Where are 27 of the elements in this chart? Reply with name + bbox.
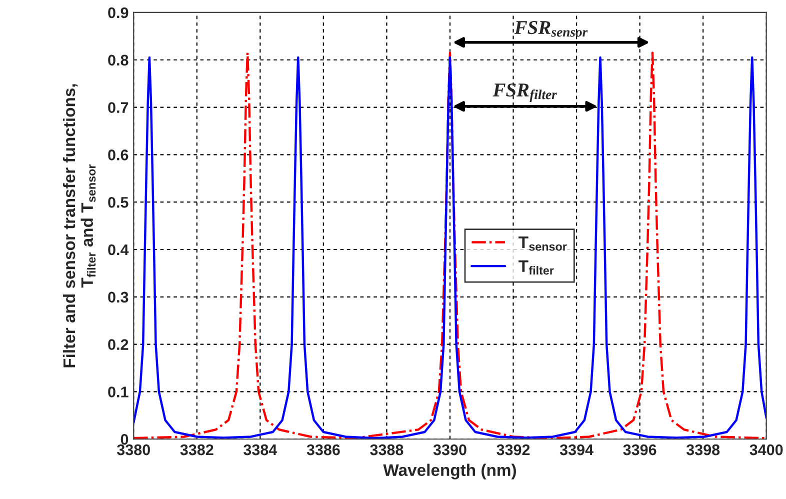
y-tick-label: 0.9 (108, 7, 128, 18)
x-tick-label: 3382 (180, 444, 214, 456)
y-tick-label: 0.3 (108, 292, 128, 303)
y-tick-label: 0 (120, 434, 128, 445)
x-tick-label: 3400 (750, 444, 783, 456)
legend-label: T$_{sensor}$ (518, 236, 567, 251)
y-tick-label: 0.6 (108, 150, 128, 160)
x-tick-label: 3394 (560, 444, 594, 456)
x-tick-label: 3388 (370, 444, 404, 456)
y-tick-label: 0.4 (108, 244, 129, 256)
legend-label: T$_{filter}$ (518, 260, 554, 275)
annotation: FSR$_{sensor}$ (514, 21, 588, 37)
x-tick-label: 3396 (623, 444, 656, 456)
x-axis-title: Wavelength (nm) (383, 464, 516, 480)
x-tick-label: 3386 (306, 444, 340, 456)
y-tick-label: 0.5 (108, 196, 128, 208)
y-axis-title: Filter and sensor transfer functions, T$_{filter}$ and T$_{sensor}$ (62, 84, 96, 368)
x-tick-label: 3398 (686, 444, 720, 456)
y-tick-label: 0.7 (108, 102, 128, 113)
y-tick-label: 0.1 (108, 386, 128, 398)
x-tick-label: 3384 (244, 444, 278, 456)
annotation: FSR$_{filter}$ (492, 84, 557, 102)
x-tick-label: 3380 (116, 444, 150, 456)
x-tick-label: 3390 (433, 444, 466, 456)
y-tick-label: 0.8 (108, 54, 128, 66)
x-tick-label: 3392 (496, 444, 530, 456)
y-tick-label: 0.2 (108, 339, 128, 350)
